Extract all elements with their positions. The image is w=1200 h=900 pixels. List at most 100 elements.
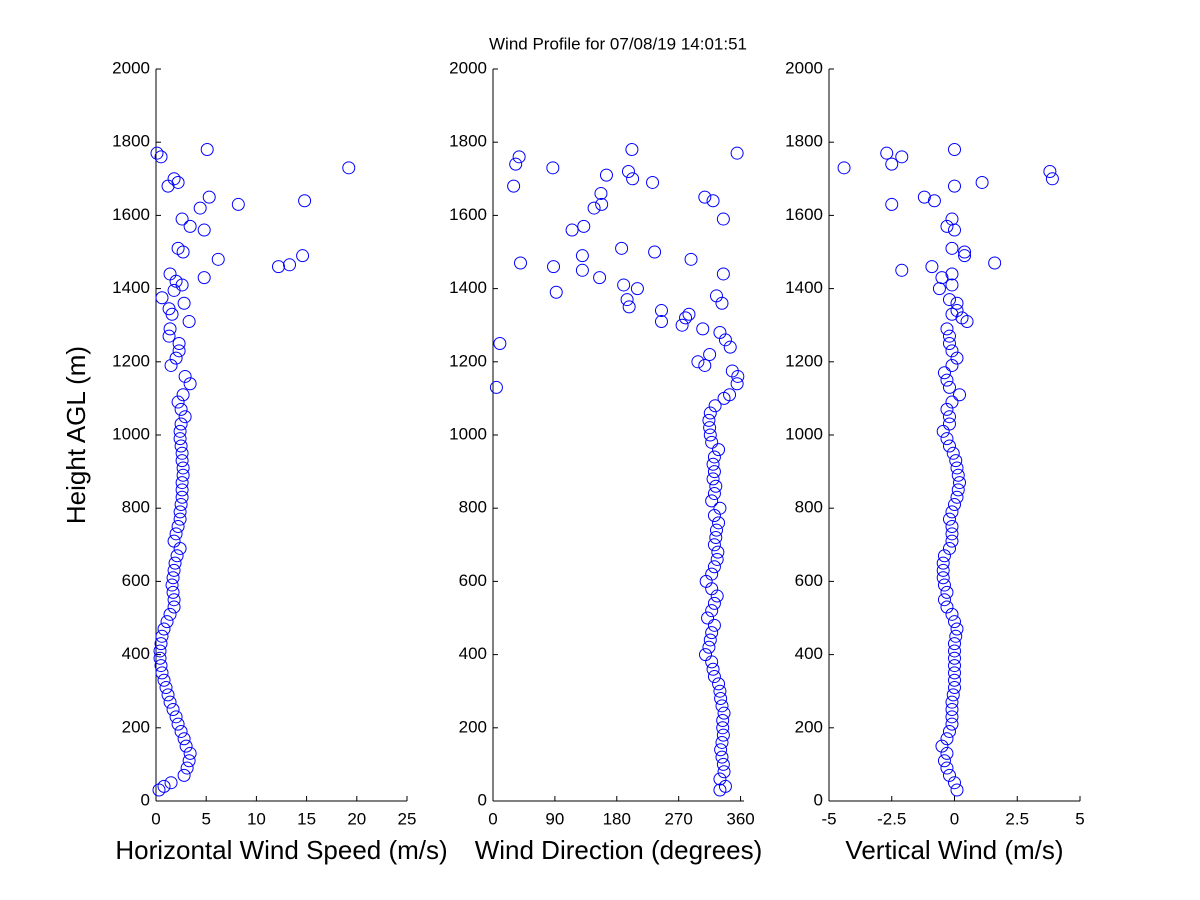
y-tick-label: 1600 — [449, 205, 487, 224]
point — [166, 585, 180, 599]
x-axis-label: Wind Direction (degrees) — [475, 835, 763, 865]
y-tick-label: 0 — [814, 790, 823, 809]
point — [622, 300, 636, 314]
point — [183, 746, 197, 760]
x-tick-label: 15 — [297, 809, 316, 828]
point — [880, 146, 894, 160]
x-tick-label: 270 — [664, 809, 692, 828]
point — [706, 472, 720, 486]
point — [707, 450, 721, 464]
point — [197, 223, 211, 237]
point — [925, 260, 939, 274]
point — [1043, 164, 1057, 178]
point — [940, 732, 954, 746]
point — [154, 659, 168, 673]
point — [646, 175, 660, 189]
point — [175, 212, 189, 226]
point — [936, 563, 950, 577]
point — [630, 282, 644, 296]
point — [725, 364, 739, 378]
point — [940, 432, 954, 446]
point — [895, 263, 909, 277]
y-tick-label: 800 — [122, 498, 150, 517]
point — [625, 143, 639, 157]
point — [942, 337, 956, 350]
point — [958, 249, 972, 263]
point — [708, 399, 722, 413]
point — [717, 706, 731, 720]
point — [949, 454, 963, 468]
point — [162, 329, 176, 343]
y-tick-label: 0 — [478, 790, 487, 809]
y-tick-label: 800 — [795, 498, 823, 517]
point — [945, 267, 959, 281]
point — [707, 596, 721, 610]
point — [948, 143, 961, 157]
point — [167, 593, 181, 607]
y-tick-label: 2000 — [112, 58, 150, 77]
point — [705, 567, 719, 581]
x-tick-label: -5 — [821, 809, 836, 828]
point — [942, 380, 956, 394]
point — [702, 640, 716, 654]
point — [885, 197, 899, 211]
point — [577, 219, 591, 233]
point — [698, 190, 712, 204]
point — [951, 483, 965, 497]
point — [940, 402, 954, 416]
point — [155, 291, 169, 305]
point — [565, 223, 579, 237]
point — [716, 757, 730, 771]
point — [160, 615, 174, 629]
point — [170, 549, 184, 563]
point — [705, 604, 719, 618]
point — [549, 285, 563, 299]
point — [698, 648, 712, 662]
point — [945, 278, 959, 292]
point — [154, 637, 168, 651]
point — [710, 552, 724, 566]
x-tick-label: 90 — [545, 809, 564, 828]
point — [945, 695, 959, 709]
point — [698, 358, 712, 372]
point — [157, 779, 171, 793]
point — [937, 593, 951, 607]
y-tick-label: 400 — [122, 644, 150, 663]
point — [945, 534, 959, 548]
point — [587, 201, 601, 215]
point — [703, 633, 717, 647]
point — [514, 256, 528, 270]
point — [945, 358, 959, 372]
point — [703, 347, 717, 361]
point — [942, 724, 956, 738]
point — [714, 743, 728, 757]
point — [675, 318, 689, 332]
point — [950, 622, 964, 636]
point — [171, 175, 185, 189]
point — [153, 651, 167, 665]
point — [595, 197, 609, 211]
y-tick-label: 200 — [459, 717, 487, 736]
point — [948, 776, 961, 790]
point — [713, 684, 727, 698]
x-tick-label: 0 — [488, 809, 497, 828]
point — [709, 479, 723, 493]
point — [942, 439, 956, 453]
point — [231, 197, 245, 211]
point — [723, 388, 737, 402]
point — [953, 476, 967, 490]
point — [937, 366, 951, 380]
point — [174, 439, 188, 453]
point — [161, 688, 175, 702]
point — [946, 446, 960, 460]
point — [712, 516, 726, 530]
x-axis-label: Horizontal Wind Speed (m/s) — [115, 835, 447, 865]
y-tick-label: 600 — [459, 571, 487, 590]
point — [949, 629, 963, 643]
point — [546, 161, 560, 175]
point — [713, 501, 727, 515]
point — [940, 600, 954, 614]
point — [162, 302, 176, 316]
point — [167, 172, 181, 186]
